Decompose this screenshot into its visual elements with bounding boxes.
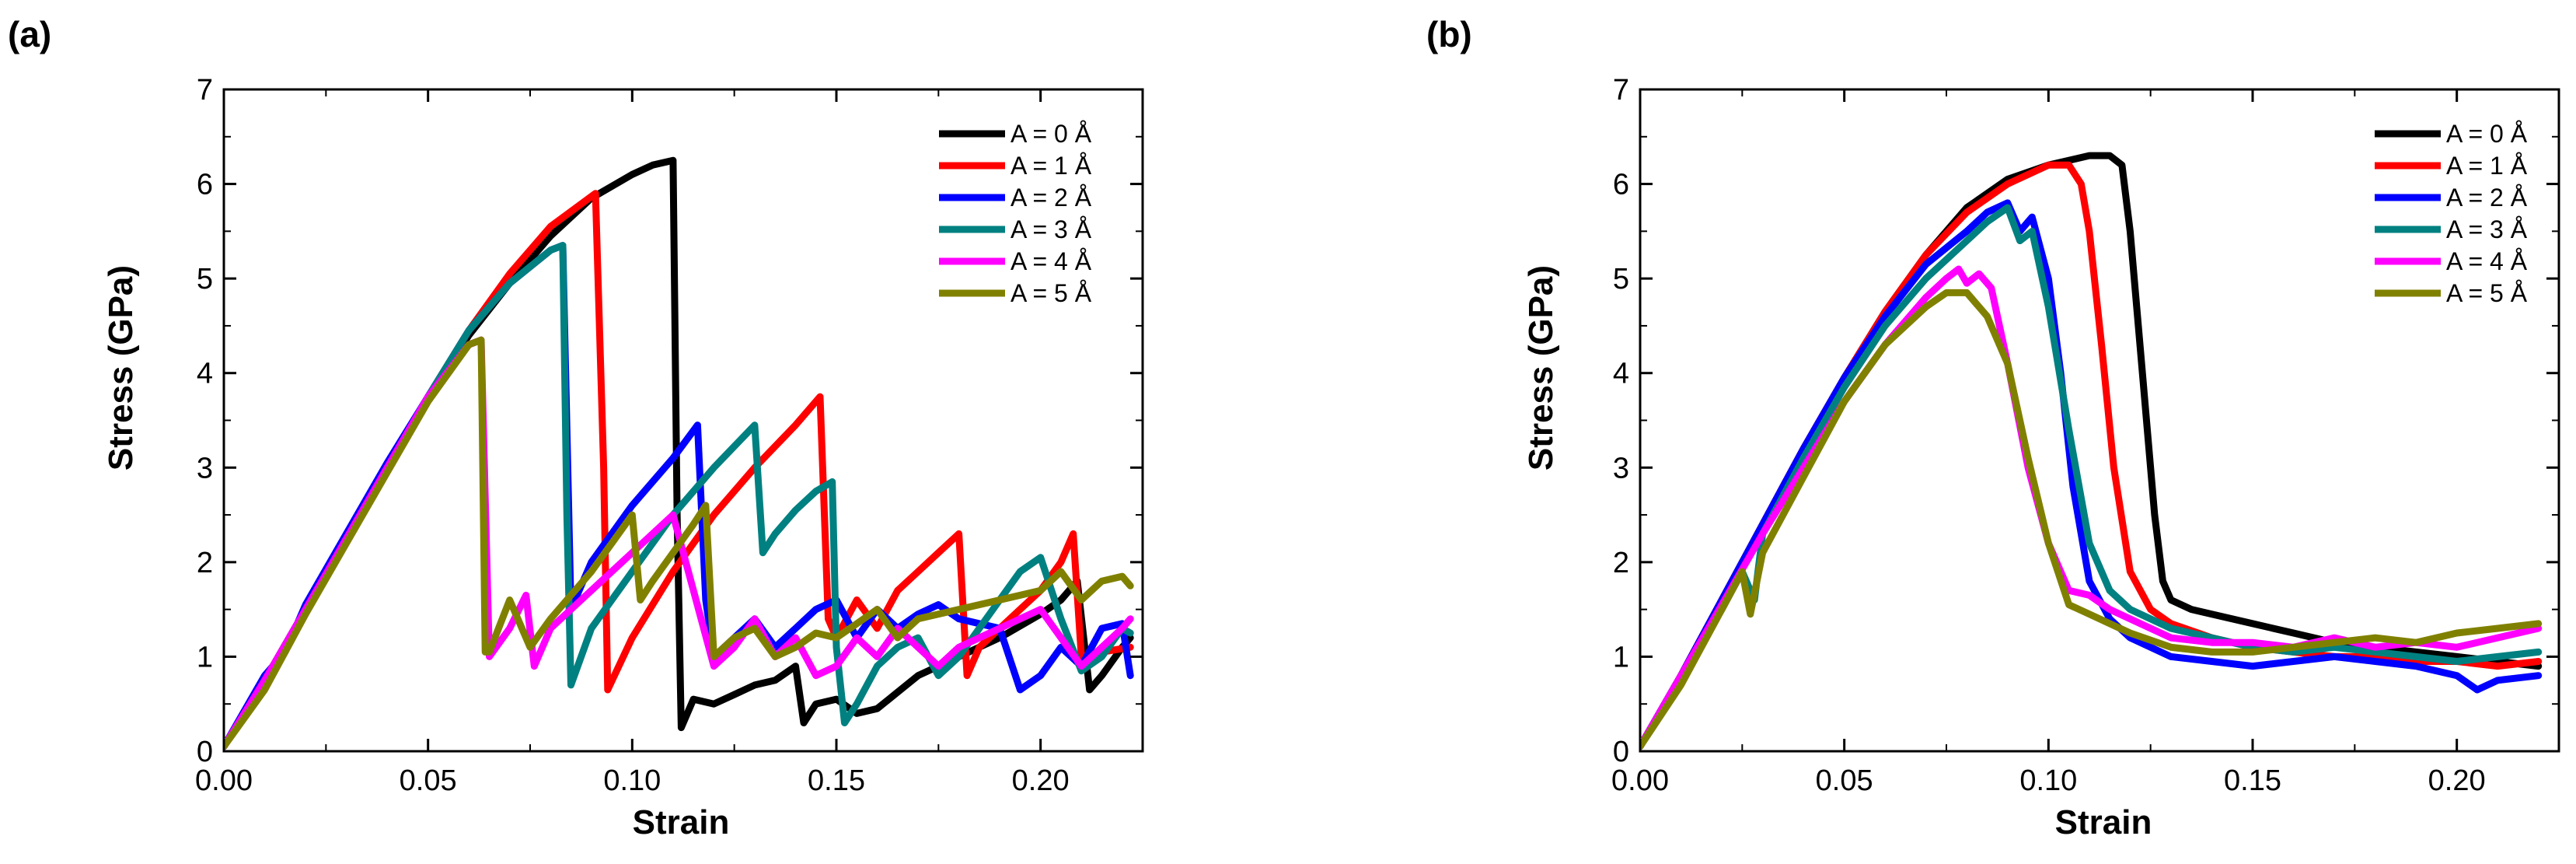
x-tick-label: 0.00 [1611,764,1669,797]
y-tick-label: 4 [197,358,213,390]
series-line-3 [224,242,1134,750]
x-tick-label: 0.10 [603,764,661,797]
y-tick-label: 4 [1613,358,1629,390]
x-tick-label: 0.20 [2428,764,2486,797]
panel-b: (b) 0.00 0.05 0.10 0.15 0.20 0 1 2 3 4 5 6 7 Strain Str… [1426,14,2560,841]
y-tick-label: 7 [1613,74,1629,107]
y-tick-label: 3 [197,452,213,484]
y-tick-label: 6 [197,169,213,201]
y-tick-label: 3 [1613,452,1629,484]
y-tick-label: 1 [1613,641,1629,673]
series-line-3 [1640,204,2543,750]
series-line-1 [1640,161,2543,750]
x-tick-label: 0.00 [195,764,253,797]
legend-label-5: A = 5 Å [2446,279,2528,307]
y-tick-label: 5 [1613,263,1629,296]
panel-label: (a) [8,14,51,54]
legend-label-3: A = 3 Å [1011,215,1092,243]
legend: A = 0 Å A = 1 Å A = 2 Å A = 3 Å A = 4 Å A = 5… [939,120,1092,307]
series-line-5 [1640,289,2543,750]
legend-label-0: A = 0 Å [1011,120,1092,148]
legend-label-3: A = 3 Å [2446,215,2528,243]
series-line-5 [224,336,1134,750]
legend-label-2: A = 2 Å [2446,184,2528,212]
legend-label-1: A = 1 Å [1011,152,1092,180]
y-axis-title: Stress (GPa) [1522,265,1560,470]
panel-a: (a) 0.00 0.05 0.10 0.15 0.20 0 1 2 3 4 5 6 7 Strain Str… [8,14,1144,841]
y-axis-title: Stress (GPa) [102,265,140,470]
series-group [1640,152,2543,750]
x-axis-title: Strain [2055,803,2152,841]
x-tick-label: 0.15 [808,764,865,797]
legend-label-2: A = 2 Å [1011,184,1092,212]
x-axis-title: Strain [633,803,730,841]
y-tick-label: 2 [1613,547,1629,579]
y-tick-label: 5 [197,263,213,296]
panel-label: (b) [1426,14,1472,54]
legend-label-1: A = 1 Å [2446,152,2528,180]
legend: A = 0 Å A = 1 Å A = 2 Å A = 3 Å A = 4 Å A = 5… [2375,120,2528,307]
series-line-4 [1640,265,2543,750]
y-tick-label: 0 [197,736,213,768]
y-tick-label: 6 [1613,169,1629,201]
legend-label-0: A = 0 Å [2446,120,2528,148]
x-tick-label: 0.05 [400,764,457,797]
y-tick-label: 2 [197,547,213,579]
x-tick-label: 0.10 [2019,764,2077,797]
y-tick-label: 7 [197,74,213,107]
x-tick-label: 0.15 [2224,764,2281,797]
series-group [224,156,1134,750]
legend-label-4: A = 4 Å [2446,247,2528,275]
x-tick-label: 0.05 [1816,764,1873,797]
legend-label-4: A = 4 Å [1011,247,1092,275]
series-line-2 [1640,199,2543,750]
y-tick-label: 0 [1613,736,1629,768]
y-tick-label: 1 [197,641,213,673]
legend-label-5: A = 5 Å [1011,279,1092,307]
x-tick-label: 0.20 [1012,764,1070,797]
